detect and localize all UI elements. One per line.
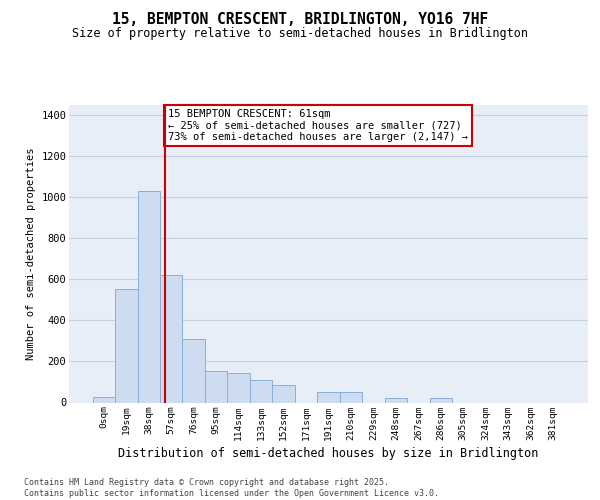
Text: 15 BEMPTON CRESCENT: 61sqm
← 25% of semi-detached houses are smaller (727)
73% o: 15 BEMPTON CRESCENT: 61sqm ← 25% of semi… xyxy=(169,109,469,142)
Bar xyxy=(227,373,250,402)
Bar xyxy=(385,398,407,402)
Bar xyxy=(92,397,115,402)
Bar xyxy=(182,339,205,402)
Bar xyxy=(137,191,160,402)
Bar xyxy=(340,392,362,402)
Text: Size of property relative to semi-detached houses in Bridlington: Size of property relative to semi-detach… xyxy=(72,28,528,40)
Bar xyxy=(272,385,295,402)
Bar xyxy=(430,398,452,402)
Bar xyxy=(250,380,272,402)
Bar xyxy=(205,370,227,402)
Text: 15, BEMPTON CRESCENT, BRIDLINGTON, YO16 7HF: 15, BEMPTON CRESCENT, BRIDLINGTON, YO16 … xyxy=(112,12,488,28)
Bar xyxy=(115,288,137,403)
X-axis label: Distribution of semi-detached houses by size in Bridlington: Distribution of semi-detached houses by … xyxy=(118,446,539,460)
Bar xyxy=(317,392,340,402)
Bar xyxy=(160,276,182,402)
Text: Contains HM Land Registry data © Crown copyright and database right 2025.
Contai: Contains HM Land Registry data © Crown c… xyxy=(24,478,439,498)
Y-axis label: Number of semi-detached properties: Number of semi-detached properties xyxy=(26,148,35,360)
